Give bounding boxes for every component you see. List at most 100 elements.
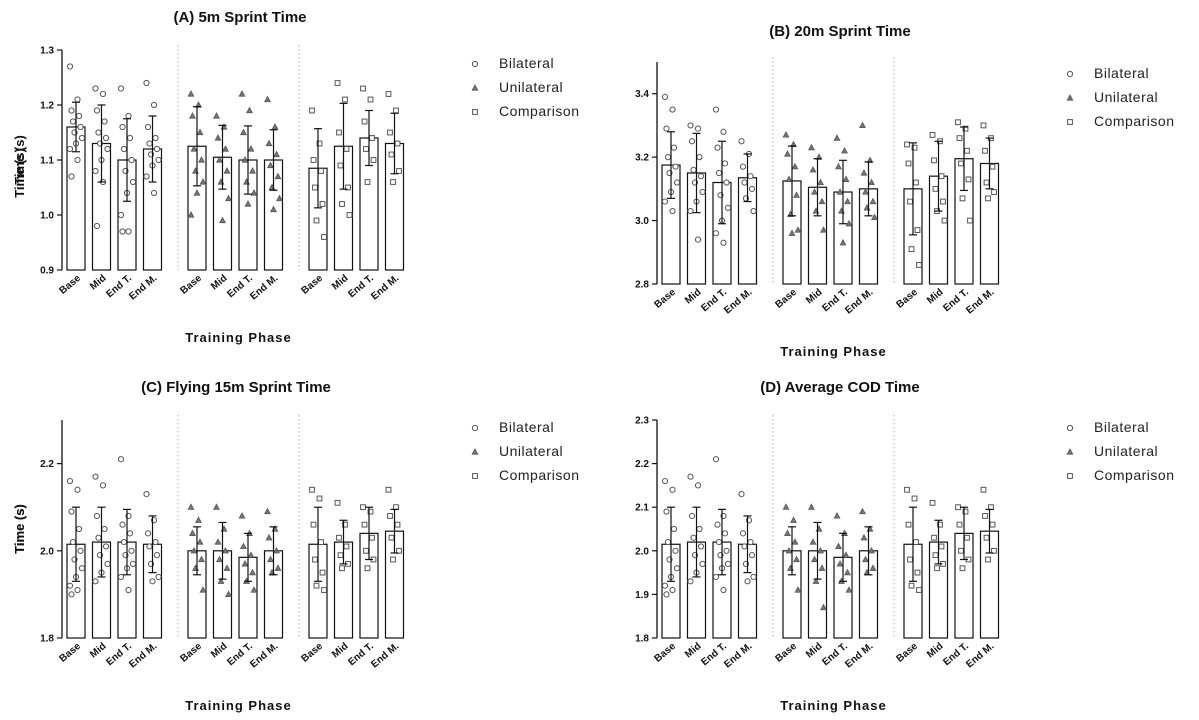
panel-title: (C) Flying 15m Sprint Time <box>141 379 331 396</box>
data-point-circle <box>93 222 101 230</box>
data-point-square <box>937 521 943 528</box>
y-tick-label: 3.0 <box>635 216 649 227</box>
data-point-triangle <box>859 507 866 515</box>
y-tick-label: 1.8 <box>635 634 649 645</box>
data-point-triangle <box>189 112 196 119</box>
data-point-circle <box>687 578 694 585</box>
data-point-triangle <box>811 188 818 195</box>
data-point-circle <box>66 477 74 485</box>
data-point-square <box>309 486 315 493</box>
data-point-circle <box>77 547 84 554</box>
y-tick-label: 2.2 <box>40 459 54 470</box>
data-point-square <box>911 144 918 151</box>
data-point-square <box>964 534 970 541</box>
data-point-triangle <box>871 213 878 221</box>
legend-label-comparison: Comparison <box>1094 113 1174 129</box>
data-point-circle <box>673 565 681 572</box>
data-point-triangle <box>842 551 850 558</box>
data-point-square <box>962 125 969 132</box>
y-axis-label: Time (s) <box>12 148 27 198</box>
data-point-square <box>337 552 344 559</box>
data-point-triangle <box>820 226 827 233</box>
data-point-circle <box>694 236 702 243</box>
data-point-square <box>321 587 327 593</box>
data-point-circle <box>720 128 727 135</box>
data-point-circle <box>697 173 705 180</box>
x-tick-label: Mid <box>925 287 945 306</box>
data-point-circle <box>99 482 107 489</box>
data-point-square <box>929 132 936 138</box>
data-point-circle <box>741 179 748 186</box>
y-axis-label: Time (s) <box>12 504 27 554</box>
legend-marker-circle <box>1066 70 1074 78</box>
data-point-circle <box>149 578 156 585</box>
data-point-triangle <box>812 577 820 584</box>
data-point-circle <box>724 560 732 567</box>
data-point-triangle <box>860 533 868 541</box>
data-point-circle <box>664 154 672 161</box>
chart-panel-1: (A) 5m Sprint Time 0.9 1.0 1.1 1.2 1.3 Time (s… <box>12 9 579 345</box>
x-tick-label: Base <box>58 641 84 665</box>
data-point-square <box>390 179 396 185</box>
data-point-circle <box>688 512 696 520</box>
data-point-square <box>319 201 326 207</box>
data-point-circle <box>661 93 669 100</box>
data-point-circle <box>747 173 754 180</box>
data-point-circle <box>68 508 75 515</box>
data-point-square <box>911 495 918 502</box>
x-tick-label: Mid <box>209 641 229 660</box>
data-point-square <box>336 534 342 541</box>
data-point-triangle <box>790 516 797 523</box>
data-point-triangle <box>241 560 249 567</box>
data-point-triangle <box>273 150 280 158</box>
data-point-circle <box>663 591 670 598</box>
data-point-triangle <box>267 555 274 563</box>
data-point-square <box>962 508 969 515</box>
data-point-square <box>316 140 323 147</box>
x-tick-label: End M. <box>964 641 996 671</box>
data-point-square <box>934 565 940 572</box>
data-point-circle <box>68 173 75 180</box>
data-point-triangle <box>862 555 869 563</box>
data-point-square <box>965 176 972 183</box>
data-point-triangle <box>820 603 827 611</box>
data-point-triangle <box>196 128 204 136</box>
data-point-circle <box>119 228 126 235</box>
chart-panel-2: (B) 20m Sprint Time 2.8 3.0 3.2 3.4 Time (s) B… <box>12 23 1174 359</box>
data-point-circle <box>102 134 110 142</box>
legend-label-bilateral: Bilateral <box>499 55 554 71</box>
data-point-circle <box>153 145 161 153</box>
data-point-square <box>337 162 344 169</box>
legend-label-unilateral: Unilateral <box>1094 443 1158 459</box>
data-point-circle <box>74 156 81 164</box>
data-point-triangle <box>835 542 842 550</box>
data-point-triangle <box>196 538 204 545</box>
data-point-circle <box>129 178 137 186</box>
data-point-triangle <box>249 167 256 174</box>
data-point-square <box>931 157 937 164</box>
data-point-triangle <box>198 555 205 563</box>
x-axis-label: Training Phase <box>185 330 291 345</box>
x-tick-label: End M. <box>722 641 754 671</box>
data-point-square <box>956 135 963 142</box>
data-point-circle <box>748 185 756 192</box>
data-point-square <box>313 582 320 589</box>
data-point-triangle <box>818 197 826 205</box>
data-point-square <box>985 556 991 563</box>
y-tick-label: 3.4 <box>635 89 649 100</box>
data-point-square <box>941 217 948 224</box>
data-point-circle <box>77 123 84 131</box>
data-point-triangle <box>794 226 802 233</box>
data-point-circle <box>92 167 99 175</box>
data-point-circle <box>128 156 135 164</box>
x-tick-label: End M. <box>248 641 280 671</box>
data-point-square <box>363 146 369 152</box>
data-point-circle <box>670 144 678 151</box>
data-point-square <box>982 513 988 519</box>
data-point-square <box>916 587 922 593</box>
data-point-square <box>907 198 913 205</box>
data-point-triangle <box>193 189 201 196</box>
data-point-square <box>310 157 317 163</box>
legend-marker-triangle <box>1066 448 1074 455</box>
